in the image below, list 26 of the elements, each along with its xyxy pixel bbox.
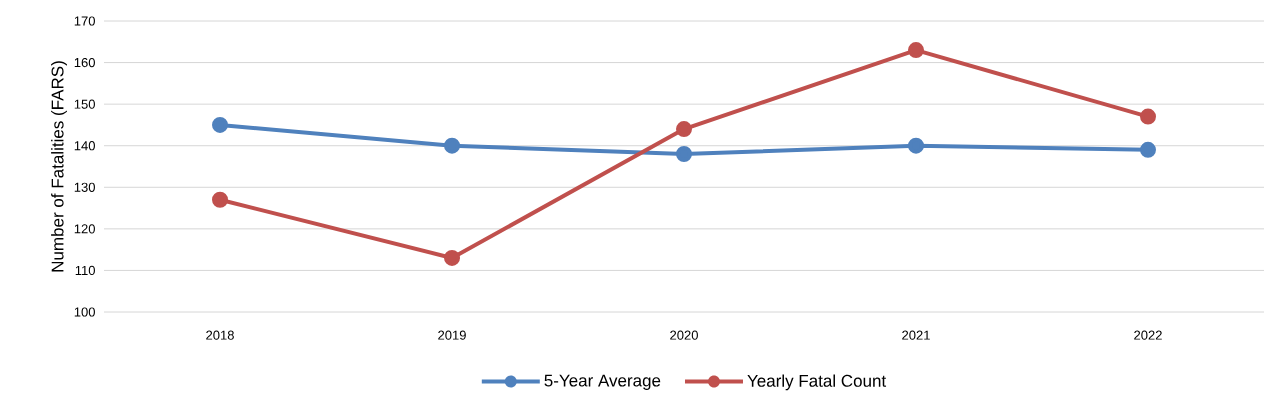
point <box>212 191 229 208</box>
point <box>908 137 925 154</box>
legend-label: Yearly Fatal Count <box>747 374 887 391</box>
x-tick-label: 2021 <box>902 330 930 340</box>
point <box>676 121 693 138</box>
y-axis-title: Number of Fatalities (FARS) <box>51 61 67 272</box>
y-tick-label: 170 <box>74 16 95 26</box>
y-tick-label: 100 <box>74 307 95 317</box>
y-tick-label: 160 <box>74 57 95 68</box>
y-tick-label: 120 <box>74 224 95 234</box>
point <box>908 42 925 59</box>
x-tick-label: 2022 <box>1134 330 1162 340</box>
point <box>444 249 461 266</box>
x-tick-label: 2018 <box>206 330 234 340</box>
point <box>1140 141 1156 158</box>
point <box>676 146 693 163</box>
point <box>212 116 229 133</box>
point <box>444 137 461 154</box>
y-tick-label: 140 <box>74 141 95 151</box>
point <box>1140 108 1156 125</box>
x-tick-label: 2019 <box>438 330 466 340</box>
y-tick-label: 150 <box>74 99 95 109</box>
y-tick-label: 130 <box>74 182 95 192</box>
x-tick-label: 2020 <box>670 330 698 340</box>
legend-label: 5-Year Average <box>544 374 661 390</box>
y-tick-label: 110 <box>75 265 95 276</box>
